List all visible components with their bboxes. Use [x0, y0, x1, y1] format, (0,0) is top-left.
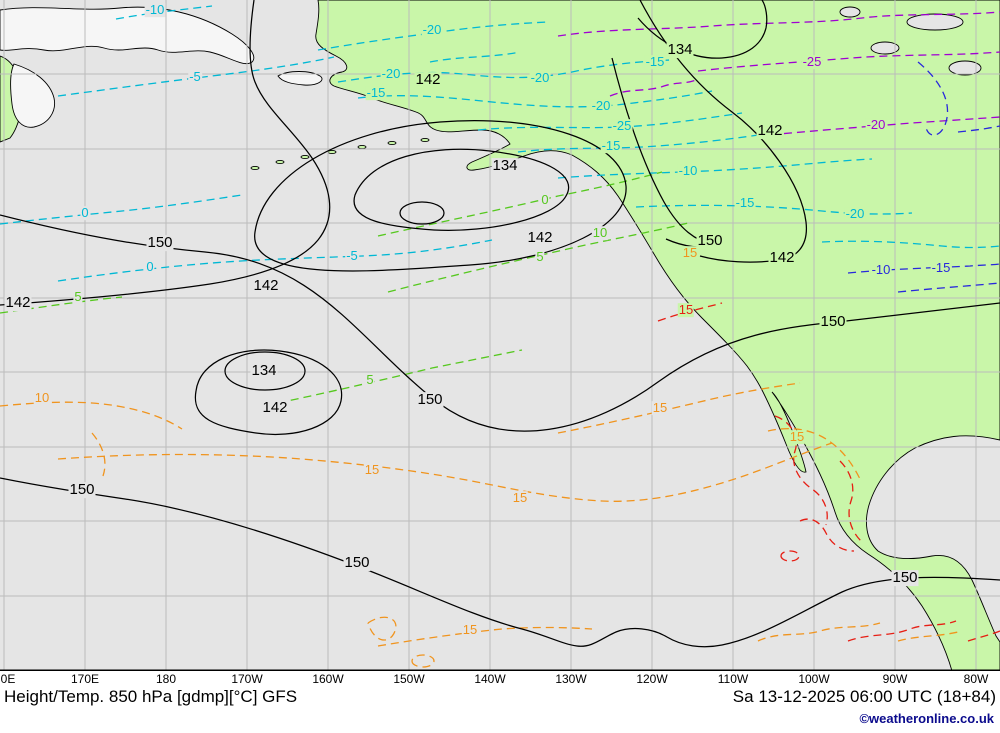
map-canvas	[0, 0, 1000, 671]
temp-contours-purple	[557, 11, 1000, 137]
lon-label: 170W	[231, 672, 263, 686]
caption-bar: Height/Temp. 850 hPa [gdmp][°C] GFS Sa 1…	[0, 687, 1000, 707]
temp-contours-green	[0, 171, 693, 404]
lon-label: 130W	[555, 672, 587, 686]
map-area: 134 142 142 134 142 150 142 150 142 150 134 142 150 1…	[0, 0, 1000, 671]
copyright-link[interactable]: ©weatheronline.co.uk	[859, 711, 994, 726]
lon-label: 120W	[636, 672, 668, 686]
lon-label: 80W	[963, 672, 989, 686]
temp-contours-orange	[0, 382, 963, 668]
lon-label: 0E	[0, 672, 16, 686]
lon-label: 140W	[474, 672, 506, 686]
grid-layer	[0, 0, 1000, 671]
land-layer	[0, 0, 1000, 671]
product-title: Height/Temp. 850 hPa [gdmp][°C] GFS	[4, 687, 298, 706]
lon-label: 100W	[798, 672, 830, 686]
lon-label: 90W	[882, 672, 908, 686]
lon-label: 150W	[393, 672, 425, 686]
valid-time: Sa 13-12-2025 06:00 UTC (18+84)	[732, 687, 996, 706]
lon-label: 110W	[717, 672, 749, 686]
lon-label: 180	[155, 672, 177, 686]
lon-label: 170E	[70, 672, 100, 686]
lon-label: 160W	[312, 672, 344, 686]
lon-axis: 0E 170E 180 170W 160W 150W 140W 130W 120W 110W 100…	[0, 671, 1000, 686]
